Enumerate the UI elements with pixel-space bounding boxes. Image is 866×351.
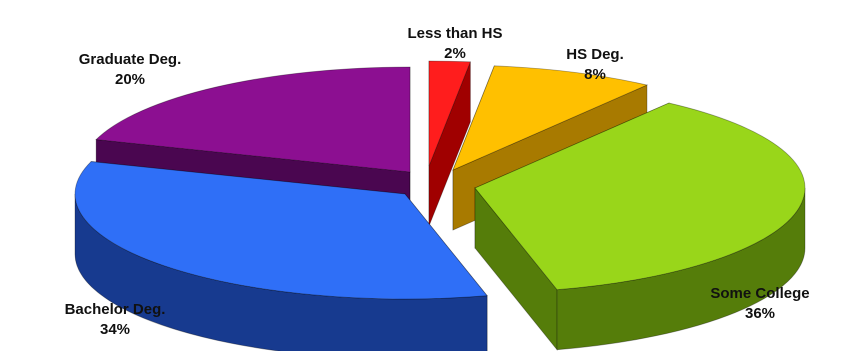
pie-slice-some-college — [474, 102, 806, 351]
slice-value-bachelor-deg: 34% — [99, 321, 131, 338]
slice-category-bachelor-deg: Bachelor Deg. — [64, 301, 166, 318]
slice-category-less-than-hs: Less than HS — [407, 25, 503, 42]
some-college-top — [474, 102, 806, 291]
graduate-deg-top — [95, 66, 411, 173]
slice-value-some-college: 36% — [744, 305, 776, 322]
pie-slice-bachelor-deg — [74, 161, 488, 351]
slice-label-hs-deg: HS Deg. 8% — [530, 45, 660, 85]
hs-deg-top — [452, 65, 649, 171]
pie-slice-less-than-hs — [428, 60, 471, 227]
bachelor-deg-top — [74, 161, 488, 300]
slice-value-hs-deg: 8% — [584, 66, 606, 83]
slice-category-hs-deg: HS Deg. — [566, 46, 624, 63]
slice-label-some-college: Some College 36% — [680, 284, 840, 324]
less-than-hs-top — [428, 60, 471, 167]
slice-category-graduate-deg: Graduate Deg. — [78, 51, 182, 68]
slice-label-graduate-deg: Graduate Deg. 20% — [45, 50, 215, 90]
slice-label-bachelor-deg: Bachelor Deg. 34% — [30, 300, 200, 340]
slice-value-graduate-deg: 20% — [114, 71, 146, 88]
slice-category-some-college: Some College — [710, 285, 810, 302]
slice-label-less-than-hs: Less than HS 2% — [370, 24, 540, 64]
less-than-hs-side-1 — [428, 61, 471, 227]
slice-value-less-than-hs: 2% — [444, 45, 466, 62]
